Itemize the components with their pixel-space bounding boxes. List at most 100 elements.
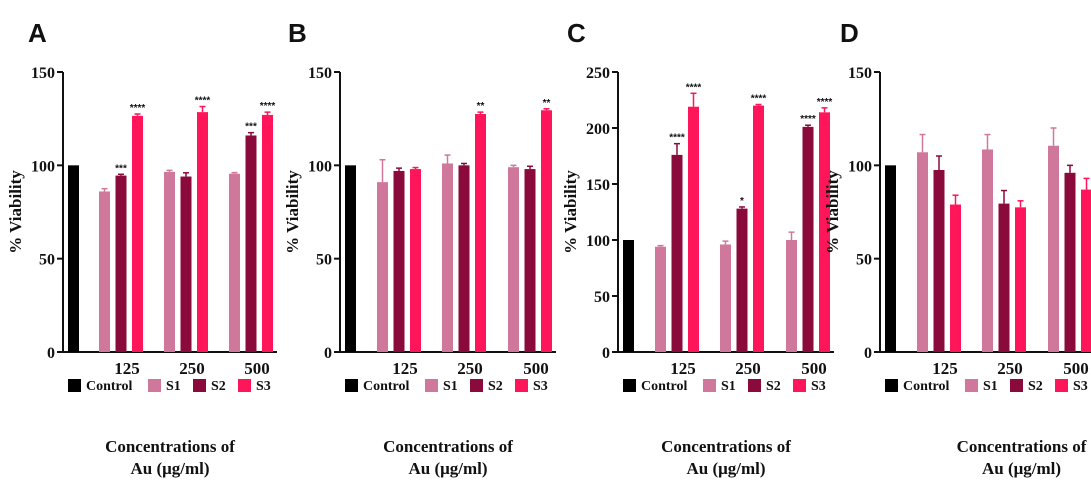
significance-marker: *** xyxy=(245,122,257,133)
bar-s3 xyxy=(541,110,552,353)
legend-label-s3: S3 xyxy=(256,379,271,394)
y-tick-label: 0 xyxy=(47,345,55,362)
y-axis-label: % Viability xyxy=(6,170,25,254)
category-label: 250 xyxy=(997,359,1023,378)
significance-marker: **** xyxy=(751,93,767,104)
legend-swatch-s3 xyxy=(1055,379,1068,392)
x-axis-label: Concentrations of xyxy=(383,437,513,456)
panel-letter: C xyxy=(567,18,586,48)
bar-s1 xyxy=(1048,145,1059,352)
y-tick-label: 100 xyxy=(848,158,872,175)
legend-swatch-s1 xyxy=(703,379,716,392)
legend-label-control: Control xyxy=(641,379,688,394)
x-axis-label: Au (μg/ml) xyxy=(686,459,765,478)
bar-s1 xyxy=(99,191,110,352)
y-axis-label: % Viability xyxy=(283,170,302,254)
y-tick-label: 250 xyxy=(586,65,610,82)
y-tick-label: 150 xyxy=(31,65,55,82)
bar-s3 xyxy=(262,114,273,352)
significance-marker: **** xyxy=(800,114,816,125)
bar-s1 xyxy=(786,240,797,352)
bar-s2 xyxy=(736,208,748,352)
y-tick-label: 150 xyxy=(848,65,872,82)
category-label: 250 xyxy=(457,359,483,378)
y-tick-label: 150 xyxy=(308,65,332,82)
bar-s1 xyxy=(917,152,928,352)
y-tick-label: 50 xyxy=(316,252,332,269)
y-tick-label: 50 xyxy=(39,252,55,269)
bar-s2 xyxy=(933,170,945,352)
category-label: 250 xyxy=(179,359,205,378)
bar-s3 xyxy=(410,169,421,352)
legend-label-control: Control xyxy=(363,379,410,394)
bar-s3 xyxy=(688,106,699,352)
bar-s1 xyxy=(442,163,453,352)
legend-label-control: Control xyxy=(86,379,133,394)
x-axis-label: Concentrations of xyxy=(105,437,235,456)
category-label: 125 xyxy=(932,359,958,378)
legend: Control S1 S2 S3 xyxy=(345,379,548,394)
bar-s1 xyxy=(982,149,993,352)
legend-swatch-s2 xyxy=(470,379,483,392)
category-label: 500 xyxy=(1063,359,1089,378)
y-tick-label: 100 xyxy=(308,158,332,175)
x-axis-label: Au (μg/ml) xyxy=(982,459,1061,478)
bar-s1 xyxy=(164,171,175,352)
y-tick-label: 100 xyxy=(586,233,610,250)
legend: Control S1 S2 S3 xyxy=(623,379,826,394)
legend: Control S1 S2 S3 xyxy=(885,379,1088,394)
legend-swatch-control xyxy=(345,379,358,392)
bar-s2 xyxy=(802,126,814,352)
legend-label-s3: S3 xyxy=(533,379,548,394)
x-axis-label: Au (μg/ml) xyxy=(130,459,209,478)
y-tick-label: 0 xyxy=(602,345,610,362)
y-axis-label: % Viability xyxy=(561,170,580,254)
legend-swatch-s3 xyxy=(793,379,806,392)
bar-s1 xyxy=(508,167,519,352)
bar-control xyxy=(623,240,634,352)
bar-s3 xyxy=(1015,207,1026,352)
y-tick-label: 50 xyxy=(594,289,610,306)
x-axis-label: Concentrations of xyxy=(957,437,1087,456)
category-label: 500 xyxy=(523,359,549,378)
bar-s3 xyxy=(1081,189,1091,352)
bar-control xyxy=(68,165,79,352)
bar-s3 xyxy=(950,204,961,352)
legend-swatch-s2 xyxy=(748,379,761,392)
legend-swatch-control xyxy=(885,379,898,392)
bar-s2 xyxy=(458,165,470,352)
bar-s2 xyxy=(671,154,683,352)
bar-s2 xyxy=(393,170,405,352)
legend-label-s2: S2 xyxy=(766,379,781,394)
bar-s1 xyxy=(377,182,388,352)
y-tick-label: 100 xyxy=(31,158,55,175)
significance-marker: **** xyxy=(260,101,276,112)
bar-s2 xyxy=(115,175,127,352)
panel-letter: B xyxy=(288,18,307,48)
bar-s1 xyxy=(655,246,666,352)
x-axis-label: Concentrations of xyxy=(661,437,791,456)
panel-letter: D xyxy=(840,18,859,48)
bar-s3 xyxy=(475,114,486,352)
bar-s3 xyxy=(132,115,143,352)
bar-s3 xyxy=(819,112,830,352)
significance-marker: *** xyxy=(115,163,127,174)
legend-swatch-s3 xyxy=(515,379,528,392)
significance-marker: ** xyxy=(543,98,551,109)
bar-s2 xyxy=(998,203,1010,352)
category-label: 125 xyxy=(670,359,696,378)
bar-control xyxy=(345,165,356,352)
legend-label-s2: S2 xyxy=(211,379,226,394)
bar-s1 xyxy=(229,173,240,352)
legend-swatch-s2 xyxy=(1010,379,1023,392)
bar-s2 xyxy=(180,176,192,352)
y-tick-label: 0 xyxy=(864,345,872,362)
legend-swatch-s1 xyxy=(965,379,978,392)
significance-marker: **** xyxy=(686,82,702,93)
bar-s2 xyxy=(524,169,536,352)
category-label: 500 xyxy=(244,359,270,378)
significance-marker: **** xyxy=(669,133,685,144)
